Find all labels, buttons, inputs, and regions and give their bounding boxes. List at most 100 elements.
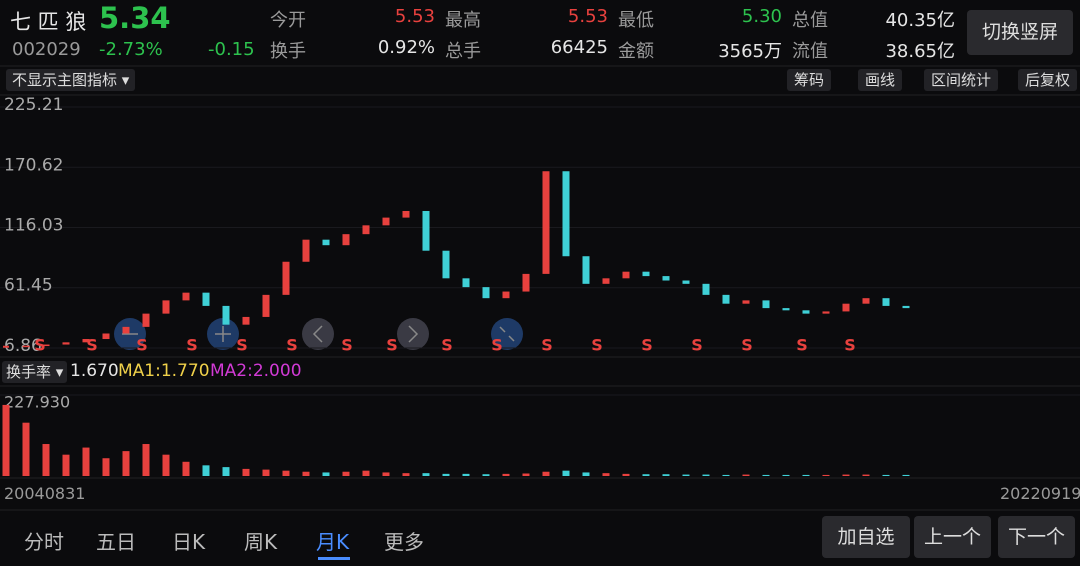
ma2: MA2:2.000 bbox=[210, 361, 302, 381]
volume-bar bbox=[722, 474, 730, 476]
volume-bar bbox=[682, 474, 690, 476]
candle bbox=[402, 210, 410, 218]
candle bbox=[522, 273, 530, 292]
signal: S bbox=[236, 336, 248, 355]
candle bbox=[722, 294, 730, 304]
volume-bar bbox=[462, 473, 470, 476]
stat-value: 5.30 bbox=[741, 6, 782, 27]
candle bbox=[302, 239, 310, 262]
signal: S bbox=[136, 336, 148, 355]
tool-button[interactable]: 画线 bbox=[858, 69, 903, 91]
volume-bar bbox=[602, 473, 610, 476]
candle bbox=[222, 305, 230, 325]
volume-bar bbox=[662, 474, 670, 476]
volume-bar bbox=[382, 472, 390, 476]
volume-bar bbox=[842, 474, 850, 476]
tool-button[interactable]: 区间统计 bbox=[924, 69, 999, 91]
action-button[interactable]: 上一个 bbox=[914, 516, 991, 558]
action-button[interactable]: 加自选 bbox=[822, 516, 910, 558]
volume-indicator[interactable]: 换手率 ▾ bbox=[2, 361, 68, 383]
candle bbox=[862, 298, 870, 304]
stat-label: 换手 bbox=[270, 41, 306, 62]
volume-bar bbox=[102, 458, 110, 476]
candle bbox=[902, 305, 910, 309]
candle bbox=[622, 271, 630, 279]
volume-bar bbox=[282, 470, 290, 476]
candle bbox=[602, 278, 610, 284]
candle bbox=[442, 250, 450, 279]
x-start: 20040831 bbox=[4, 484, 86, 503]
period-tab[interactable]: 五日 bbox=[96, 530, 136, 554]
reset[interactable] bbox=[491, 318, 523, 350]
period-tab[interactable]: 更多 bbox=[384, 530, 424, 554]
volume-bar bbox=[362, 470, 370, 476]
candle bbox=[802, 310, 810, 314]
stat-label: 今开 bbox=[270, 10, 306, 31]
stat-label: 最高 bbox=[445, 10, 481, 31]
volume-bar bbox=[882, 474, 890, 476]
volume-bar bbox=[302, 471, 310, 476]
next[interactable] bbox=[397, 318, 429, 350]
ma1: MA1:1.770 bbox=[118, 361, 210, 381]
signal: S bbox=[844, 336, 856, 355]
volume-bar bbox=[442, 473, 450, 476]
stat-value: 0.92% bbox=[377, 37, 435, 58]
candle bbox=[762, 300, 770, 309]
candle bbox=[262, 294, 270, 317]
signal: S bbox=[34, 336, 46, 355]
volume-bar bbox=[22, 422, 30, 476]
signal: S bbox=[591, 336, 603, 355]
period-tab[interactable]: 月K bbox=[316, 530, 350, 554]
tool-button[interactable]: 后复权 bbox=[1018, 69, 1078, 91]
stat-label: 流值 bbox=[792, 41, 828, 62]
period-tab[interactable]: 分时 bbox=[24, 530, 64, 554]
price: 5.34 bbox=[99, 1, 171, 35]
candle bbox=[382, 217, 390, 226]
volume-bar bbox=[322, 472, 330, 476]
indicator-select[interactable]: 不显示主图指标 ▾ bbox=[6, 69, 136, 91]
volume-bar bbox=[182, 461, 190, 476]
volume-bar bbox=[782, 474, 790, 476]
candle bbox=[542, 171, 550, 274]
y-tick-label: 225.21 bbox=[4, 95, 63, 115]
volume-bar bbox=[202, 465, 210, 476]
signal: S bbox=[641, 336, 653, 355]
signal: S bbox=[796, 336, 808, 355]
candle bbox=[202, 292, 210, 306]
volume-bar bbox=[122, 451, 130, 476]
candle bbox=[162, 300, 170, 314]
volume-indicator-label: 换手率 bbox=[6, 363, 52, 381]
period-tab[interactable]: 日K bbox=[172, 530, 206, 554]
candle bbox=[582, 256, 590, 284]
volume-bar bbox=[862, 474, 870, 476]
candle bbox=[842, 303, 850, 312]
volume-bar bbox=[482, 474, 490, 476]
volume-current: 1.670 bbox=[70, 361, 119, 381]
volume-bar bbox=[502, 473, 510, 476]
y-tick-label: 116.03 bbox=[4, 216, 63, 236]
action-button[interactable]: 下一个 bbox=[998, 516, 1075, 558]
volume-bar bbox=[702, 474, 710, 476]
orientation-button[interactable]: 切换竖屏 bbox=[967, 10, 1073, 55]
icon bbox=[408, 325, 419, 343]
change-pct: -2.73% bbox=[99, 39, 163, 60]
candle bbox=[242, 316, 250, 325]
period-tab[interactable]: 周K bbox=[244, 530, 278, 554]
volume-bar bbox=[542, 471, 550, 476]
volume-bar bbox=[62, 454, 70, 476]
signal: S bbox=[691, 336, 703, 355]
candle bbox=[562, 171, 570, 257]
volume-bar bbox=[762, 474, 770, 476]
icon bbox=[499, 326, 515, 342]
stat-value: 3565万 bbox=[718, 41, 782, 62]
candle bbox=[142, 313, 150, 327]
nav-icons[interactable] bbox=[114, 318, 523, 350]
volume-bar bbox=[582, 472, 590, 476]
signal: S bbox=[541, 336, 553, 355]
tool-button[interactable]: 筹码 bbox=[787, 69, 832, 91]
candle bbox=[62, 342, 70, 345]
prev[interactable] bbox=[302, 318, 334, 350]
tab-underline bbox=[318, 557, 350, 560]
volume-bar bbox=[42, 444, 50, 476]
